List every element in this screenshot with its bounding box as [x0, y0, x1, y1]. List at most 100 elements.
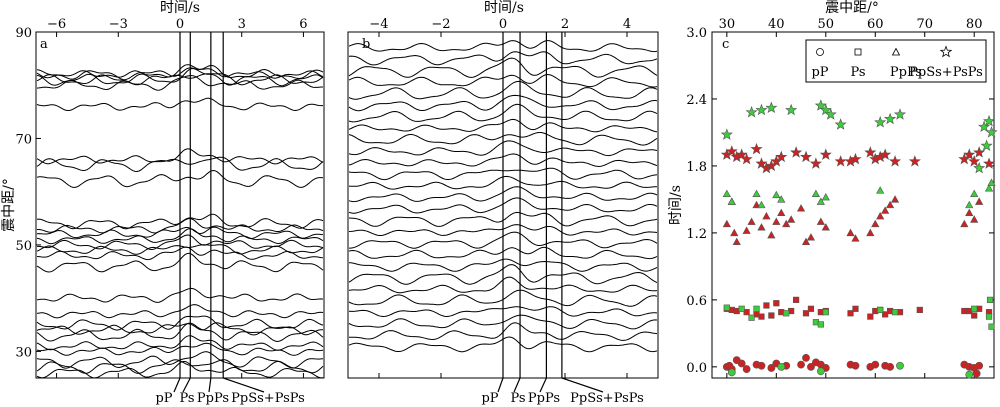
- panel-c-point-circle: [972, 369, 981, 378]
- panel-c-y-axis: 0.0 0.6 1.2 1.8 2.4 3.0: [686, 26, 994, 376]
- panel-b-x-tick-label: 0: [499, 17, 507, 32]
- panel-c-point-circle: [742, 365, 751, 373]
- panel-a-phase-label: PpSs+PsPs: [231, 391, 305, 406]
- panel-b-phase-leader: [513, 377, 521, 393]
- panel-c-point-star: [750, 142, 763, 155]
- panel-c-point-triangle: [742, 226, 751, 234]
- panel-c-point-triangle: [801, 237, 811, 246]
- panel-c-point-star: [814, 99, 827, 111]
- panel-a-y-tick-label: 70: [15, 132, 32, 147]
- panel-c-point-circle: [965, 370, 974, 379]
- panel-c-point-triangle: [752, 200, 761, 209]
- panel-a: a 时间/s 震中距/° −6 −3 0 3 6 90 70 50 30 pP Ps PpPs Pp…: [1, 0, 325, 406]
- panel-c-point-star: [982, 157, 996, 169]
- panel-c-point-triangle: [782, 219, 791, 228]
- panel-b-letter: b: [362, 37, 370, 52]
- legend-label: PpPs: [890, 65, 922, 80]
- panel-c-point-circle: [757, 361, 766, 370]
- panel-c-point-star: [799, 150, 813, 163]
- panel-c-point-star: [765, 101, 778, 114]
- panel-c-point-triangle: [970, 189, 979, 198]
- panel-c-point-square: [748, 314, 755, 321]
- panel-c-point-triangle: [727, 197, 736, 205]
- panel-a-y-tick-label: 90: [15, 26, 32, 41]
- panel-b-phase-label: pP: [481, 391, 498, 406]
- panel-c: c 震中距/° 时间/s 30 40 50 60 70 80 0.0 0.6 1.2 1.8 2.…: [668, 0, 998, 379]
- panel-a-x-tick-label: −3: [109, 17, 128, 32]
- panel-c-point-square: [867, 313, 874, 320]
- panel-c-point-triangle: [975, 197, 984, 205]
- panel-a-phase-leader: [173, 377, 181, 393]
- panel-c-point-circle: [807, 362, 815, 371]
- panel-c-point-triangle: [984, 184, 994, 192]
- panel-b: b 时间/s −4 −2 0 2 4 pP Ps PpPs PpSs+PsPs: [347, 0, 659, 406]
- panel-c-point-square: [847, 310, 854, 317]
- panel-c-point-star: [982, 114, 996, 127]
- legend-label: pP: [811, 65, 828, 80]
- panel-c-point-triangle: [722, 219, 731, 228]
- panel-c-point-square: [822, 309, 829, 316]
- panel-c-point-star: [849, 152, 862, 165]
- panel-c-point-star: [775, 150, 788, 163]
- panel-b-x-tick-label: −4: [369, 17, 388, 32]
- panel-b-phase-leader: [497, 377, 504, 393]
- panel-a-ylabel: 震中距/°: [1, 178, 17, 232]
- panel-c-point-triangle: [987, 178, 996, 186]
- panel-c-x-tick-label: 30: [719, 17, 736, 32]
- panel-c-point-circle: [851, 361, 860, 370]
- panel-c-point-circle: [797, 360, 805, 369]
- panel-b-phase-lines: pP Ps PpPs PpSs+PsPs: [481, 32, 644, 406]
- legend-marker-square: [854, 48, 862, 56]
- panel-c-point-triangle: [871, 219, 880, 228]
- panel-c-point-triangle: [757, 223, 766, 231]
- panel-b-x-tick-label: 2: [561, 17, 569, 32]
- panel-a-phase-label: pP: [155, 391, 172, 406]
- panel-c-point-star: [819, 148, 832, 160]
- legend-marker-circle: [816, 48, 824, 56]
- legend-box: [805, 39, 987, 83]
- panel-c-point-triangle: [787, 215, 796, 223]
- panel-c-point-circle: [896, 361, 904, 370]
- panel-c-point-star: [785, 103, 798, 116]
- panel-c-point-star: [755, 103, 768, 116]
- panel-c-point-triangle: [890, 195, 900, 203]
- panel-c-point-triangle: [772, 190, 781, 199]
- panel-a-phase-label: PpPs: [197, 391, 229, 406]
- panel-a-phase-lines: pP Ps PpPs PpSs+PsPs: [155, 32, 305, 406]
- panel-a-x-tick-label: 6: [299, 17, 307, 32]
- panel-c-letter: c: [722, 37, 729, 52]
- panel-b-x-tick-label: 4: [623, 17, 631, 32]
- panel-c-point-triangle: [772, 217, 781, 225]
- panel-c-point-triangle: [777, 208, 786, 216]
- panel-c-point-star: [884, 112, 897, 125]
- panel-c-point-star: [735, 148, 748, 160]
- panel-a-xlabel: 时间/s: [160, 0, 200, 16]
- panel-c-point-star: [745, 105, 758, 118]
- panel-c-point-star: [978, 120, 991, 133]
- panel-b-phase-label: PpSs+PsPs: [570, 391, 644, 406]
- panel-c-xlabel: 震中距/°: [825, 0, 879, 16]
- panel-c-point-triangle: [762, 211, 771, 220]
- panel-c-point-triangle: [816, 197, 825, 205]
- panel-c-point-square: [758, 313, 765, 320]
- panel-a-phase-leader: [208, 377, 212, 393]
- panel-c-point-square: [763, 302, 770, 309]
- panel-c-point-square: [985, 313, 993, 320]
- panel-b-phase-leader: [561, 377, 604, 393]
- panel-c-point-circle: [816, 367, 825, 376]
- panel-a-y-axis: 90 70 50 30: [15, 26, 41, 360]
- panel-c-x-tick-label: 60: [867, 17, 884, 32]
- panel-c-point-circle: [975, 361, 984, 370]
- panel-c-point-triangle: [821, 192, 830, 201]
- panel-c-point-triangle: [960, 219, 969, 228]
- panel-c-point-star: [790, 146, 803, 158]
- panel-c-point-circle: [767, 364, 776, 372]
- panel-b-phase-label: Ps: [510, 391, 525, 406]
- panel-c-x-tick-label: 80: [966, 17, 983, 32]
- panel-c-point-star: [908, 155, 921, 167]
- panel-c-y-tick-label: 1.8: [686, 160, 707, 175]
- panel-b-x-tick-label: −2: [431, 17, 450, 32]
- panel-a-x-axis: −6 −3 0 3 6: [47, 17, 308, 378]
